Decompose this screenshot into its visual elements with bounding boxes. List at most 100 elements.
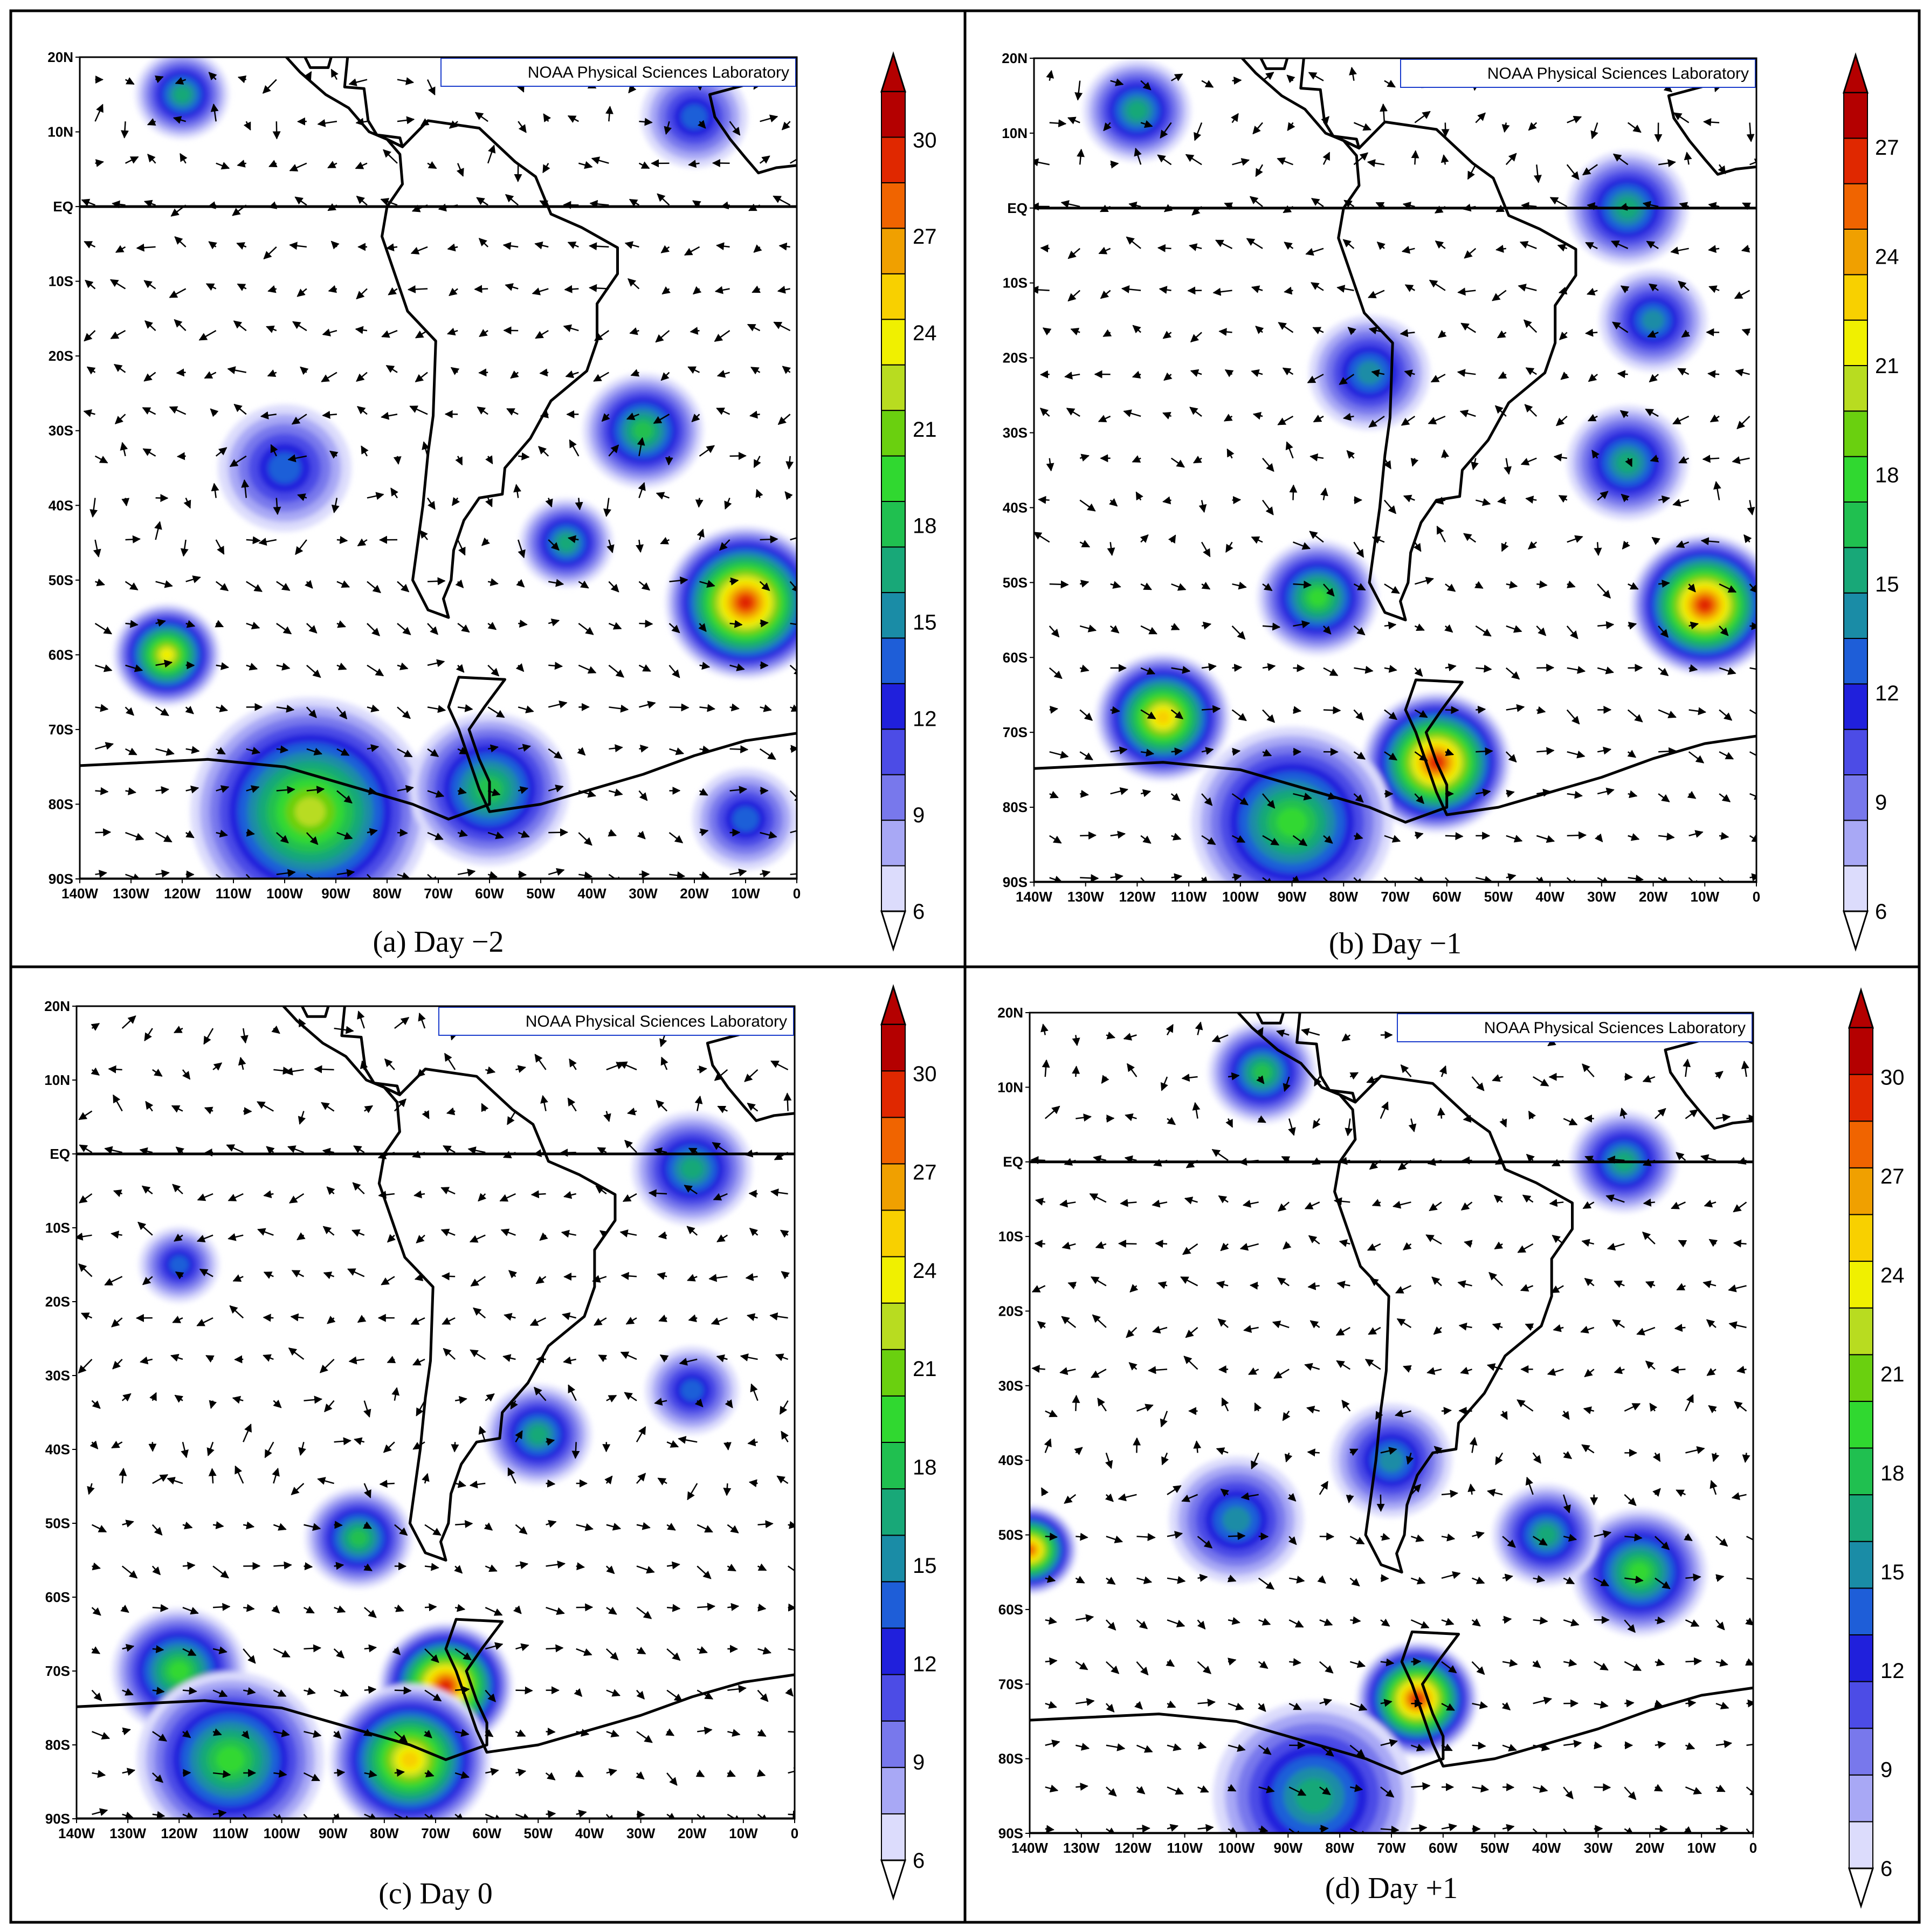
wind-arrow: [1168, 534, 1176, 544]
lat-tick-label: 90S: [1003, 874, 1028, 890]
wind-arrow: [243, 121, 251, 131]
wind-arrow: [1162, 331, 1172, 339]
wind-arrow: [1049, 835, 1062, 844]
wind-arrow: [294, 196, 307, 206]
wind-arrow: [1251, 369, 1263, 377]
map-area: [1030, 1013, 1753, 1833]
colorbar-label: 6: [913, 900, 925, 924]
wind-arrow: [180, 153, 188, 164]
wind-arrow: [1293, 792, 1312, 801]
wind-arrow: [409, 405, 428, 415]
wind-arrow: [410, 246, 428, 255]
colorbar-label: 12: [913, 707, 937, 731]
wind-arrow: [457, 829, 468, 837]
wind-arrow: [1262, 749, 1272, 757]
wind-arrow: [306, 874, 324, 879]
wind-arrow: [266, 325, 277, 333]
wind-arrow: [216, 162, 230, 170]
speed-contour: [1616, 452, 1639, 473]
colorbar-segment: [1849, 1307, 1873, 1356]
colorbar-label: 24: [913, 321, 937, 345]
wind-arrow: [505, 283, 519, 291]
wind-arrow: [1191, 206, 1202, 216]
wind-arrow: [95, 828, 112, 837]
wind-arrow: [548, 579, 564, 587]
lon-tick-label: 140W: [1016, 889, 1052, 905]
wind-arrow: [267, 369, 277, 377]
wind-arrow: [1135, 491, 1143, 501]
speed-contour: [1642, 310, 1665, 332]
wind-arrow: [532, 287, 549, 295]
wind-arrow: [513, 484, 521, 498]
colorbar: 6 9 12 15 18 21 24 27 30: [880, 984, 937, 1901]
colorbar-segment: [881, 228, 906, 274]
colorbar-segment: [881, 1117, 906, 1165]
wind-arrow: [608, 581, 619, 593]
wind-arrow: [578, 871, 593, 879]
wind-arrow: [95, 870, 107, 878]
wind-arrow: [125, 787, 136, 795]
colorbar-segment: [1843, 319, 1868, 367]
wind-arrow: [276, 786, 295, 794]
wind-arrow: [306, 832, 319, 845]
wind-arrow: [1170, 793, 1181, 802]
wind-arrow: [748, 203, 761, 211]
lat-tick-label: 30S: [998, 1378, 1023, 1394]
colorbar: 6 9 12 15 18 21 24 27 30: [1848, 987, 1905, 1909]
lon-tick-label: 60W: [1429, 1840, 1458, 1856]
lon-tick-label: 80W: [373, 885, 402, 902]
speed-contour: [173, 86, 191, 103]
wind-arrow: [367, 744, 380, 752]
wind-arrow: [1293, 664, 1305, 672]
colorbar-segment: [1849, 1447, 1873, 1496]
colorbar-segment: [881, 683, 906, 730]
lat-tick-label: 30S: [1003, 425, 1028, 441]
colorbar-segment: [1843, 229, 1868, 276]
colorbar-segment: [1843, 774, 1868, 821]
wind-arrow: [89, 498, 98, 518]
wind-arrow: [1293, 580, 1312, 589]
wind-arrow: [367, 704, 380, 712]
wind-arrow: [1045, 1532, 1058, 1541]
wind-arrow: [455, 579, 464, 588]
wind-arrow: [539, 368, 549, 377]
wind-arrow: [174, 236, 187, 247]
lat-tick-label: 90S: [45, 1811, 70, 1827]
lon-tick-label: 120W: [1115, 1840, 1152, 1856]
wind-arrow: [1262, 622, 1281, 631]
wind-arrow: [457, 539, 466, 556]
wind-arrow: [1171, 665, 1191, 674]
wind-arrow: [1262, 793, 1276, 809]
wind-arrow: [155, 75, 164, 84]
wind-arrow: [1262, 835, 1279, 846]
wind-arrow: [415, 330, 428, 339]
wind-arrow: [505, 194, 519, 206]
wind-arrow: [1323, 667, 1339, 676]
wind-arrow: [1157, 154, 1172, 166]
colorbar-segment: [881, 1488, 906, 1536]
wind-arrow: [760, 831, 777, 839]
wind-arrow: [593, 372, 609, 382]
wind-arrow: [608, 622, 622, 630]
wind-arrow: [608, 444, 619, 457]
wind-arrow: [1401, 415, 1416, 426]
wind-arrow: [1349, 66, 1357, 81]
wind-arrow: [142, 448, 156, 457]
wind-arrow: [1170, 623, 1180, 630]
wind-arrow: [1323, 835, 1333, 844]
wind-arrow: [1218, 328, 1232, 336]
wind-arrow: [336, 662, 347, 670]
wind-arrow: [276, 581, 291, 591]
colorbar-label: 18: [1880, 1461, 1905, 1485]
wind-arrow: [1067, 290, 1081, 302]
wind-arrow: [639, 700, 656, 709]
wind-arrow: [215, 620, 224, 628]
wind-arrow: [638, 482, 646, 498]
wind-arrow: [1375, 202, 1385, 210]
wind-arrow: [336, 869, 355, 877]
wind-arrow: [1049, 790, 1059, 799]
wind-arrow: [548, 868, 565, 876]
wind-arrow: [1346, 450, 1355, 459]
wind-arrow: [1170, 73, 1183, 81]
wind-arrow: [1323, 583, 1335, 597]
